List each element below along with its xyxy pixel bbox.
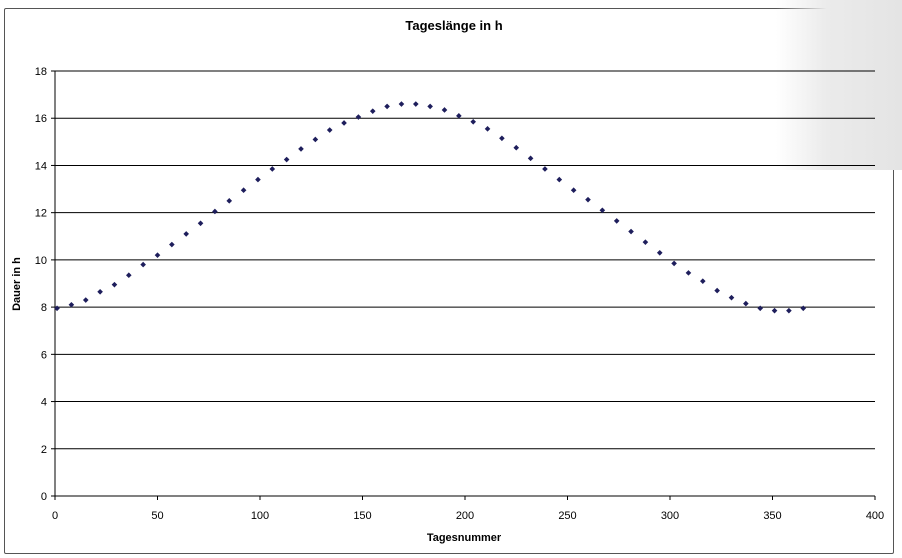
data-point bbox=[183, 231, 189, 237]
x-tick-label: 300 bbox=[661, 510, 679, 522]
data-point bbox=[68, 301, 75, 308]
data-point bbox=[140, 261, 146, 268]
chart-frame bbox=[4, 8, 894, 554]
y-tick-label: 14 bbox=[35, 160, 47, 172]
x-tick-label: 350 bbox=[763, 510, 781, 522]
data-point bbox=[513, 144, 520, 151]
x-tick-label: 200 bbox=[456, 510, 474, 522]
tick-labels: 0 2 4 6 8 10 12 14 16 18 0 50 100 150 200 250 300 350 400 bbox=[35, 66, 884, 522]
data-point bbox=[255, 176, 261, 183]
background-bleed bbox=[776, 0, 902, 170]
data-point bbox=[470, 118, 476, 125]
data-point bbox=[54, 305, 60, 312]
y-tick-label: 8 bbox=[41, 302, 47, 314]
y-tick-label: 18 bbox=[35, 66, 47, 78]
data-point bbox=[484, 126, 491, 132]
data-point bbox=[111, 281, 118, 288]
y-tick-label: 4 bbox=[41, 397, 47, 409]
data-point bbox=[527, 155, 534, 162]
data-point bbox=[82, 297, 89, 303]
x-tick-label: 400 bbox=[866, 510, 884, 522]
data-point bbox=[499, 135, 505, 142]
data-point bbox=[341, 120, 347, 126]
data-point bbox=[413, 101, 419, 107]
data-point bbox=[456, 113, 462, 119]
data-point bbox=[685, 270, 692, 276]
data-point bbox=[126, 272, 132, 279]
data-point bbox=[197, 220, 204, 227]
data-point bbox=[441, 107, 448, 113]
data-point bbox=[613, 218, 620, 224]
data-point bbox=[714, 287, 720, 294]
data-point bbox=[786, 307, 792, 314]
data-point bbox=[326, 127, 333, 133]
data-point bbox=[585, 196, 591, 203]
data-point bbox=[542, 166, 548, 172]
data-point bbox=[369, 108, 376, 114]
data-point bbox=[800, 305, 807, 312]
y-tick-label: 12 bbox=[35, 208, 47, 220]
data-point bbox=[642, 239, 649, 245]
data-point bbox=[226, 198, 233, 204]
data-point bbox=[384, 103, 390, 110]
data-points bbox=[54, 101, 807, 314]
data-point bbox=[398, 101, 405, 107]
data-point bbox=[599, 207, 606, 214]
y-tick-label: 16 bbox=[35, 113, 47, 125]
x-axis-label: Tagesnummer bbox=[427, 532, 502, 544]
data-point bbox=[97, 288, 103, 295]
x-tick-label: 0 bbox=[52, 510, 58, 522]
data-point bbox=[700, 278, 706, 284]
data-point bbox=[240, 187, 247, 194]
data-point bbox=[154, 252, 161, 258]
data-point bbox=[427, 103, 433, 110]
data-point bbox=[743, 300, 749, 307]
x-tick-label: 50 bbox=[151, 510, 163, 522]
y-tick-label: 0 bbox=[41, 491, 47, 503]
x-tick-label: 150 bbox=[353, 510, 371, 522]
y-axis-label: Dauer in h bbox=[11, 257, 23, 311]
data-point bbox=[355, 114, 362, 120]
chart-title: Tageslänge in h bbox=[405, 18, 502, 33]
data-point bbox=[771, 307, 778, 314]
data-point bbox=[671, 260, 677, 267]
y-tick-label: 2 bbox=[41, 444, 47, 456]
y-tick-label: 6 bbox=[41, 349, 47, 361]
grid-lines bbox=[55, 70, 875, 450]
x-tick-label: 100 bbox=[251, 510, 269, 522]
x-tick-label: 250 bbox=[558, 510, 576, 522]
data-point bbox=[656, 250, 663, 256]
data-point bbox=[570, 187, 577, 194]
data-point bbox=[728, 294, 735, 301]
data-point bbox=[283, 156, 290, 163]
data-point bbox=[556, 176, 563, 183]
data-point bbox=[757, 305, 763, 312]
data-point bbox=[169, 241, 175, 248]
y-tick-label: 10 bbox=[35, 255, 47, 267]
data-point bbox=[269, 166, 276, 172]
data-point bbox=[298, 146, 304, 152]
data-point bbox=[628, 228, 634, 235]
axes bbox=[51, 70, 876, 500]
data-point bbox=[212, 208, 218, 215]
data-point bbox=[312, 136, 319, 143]
